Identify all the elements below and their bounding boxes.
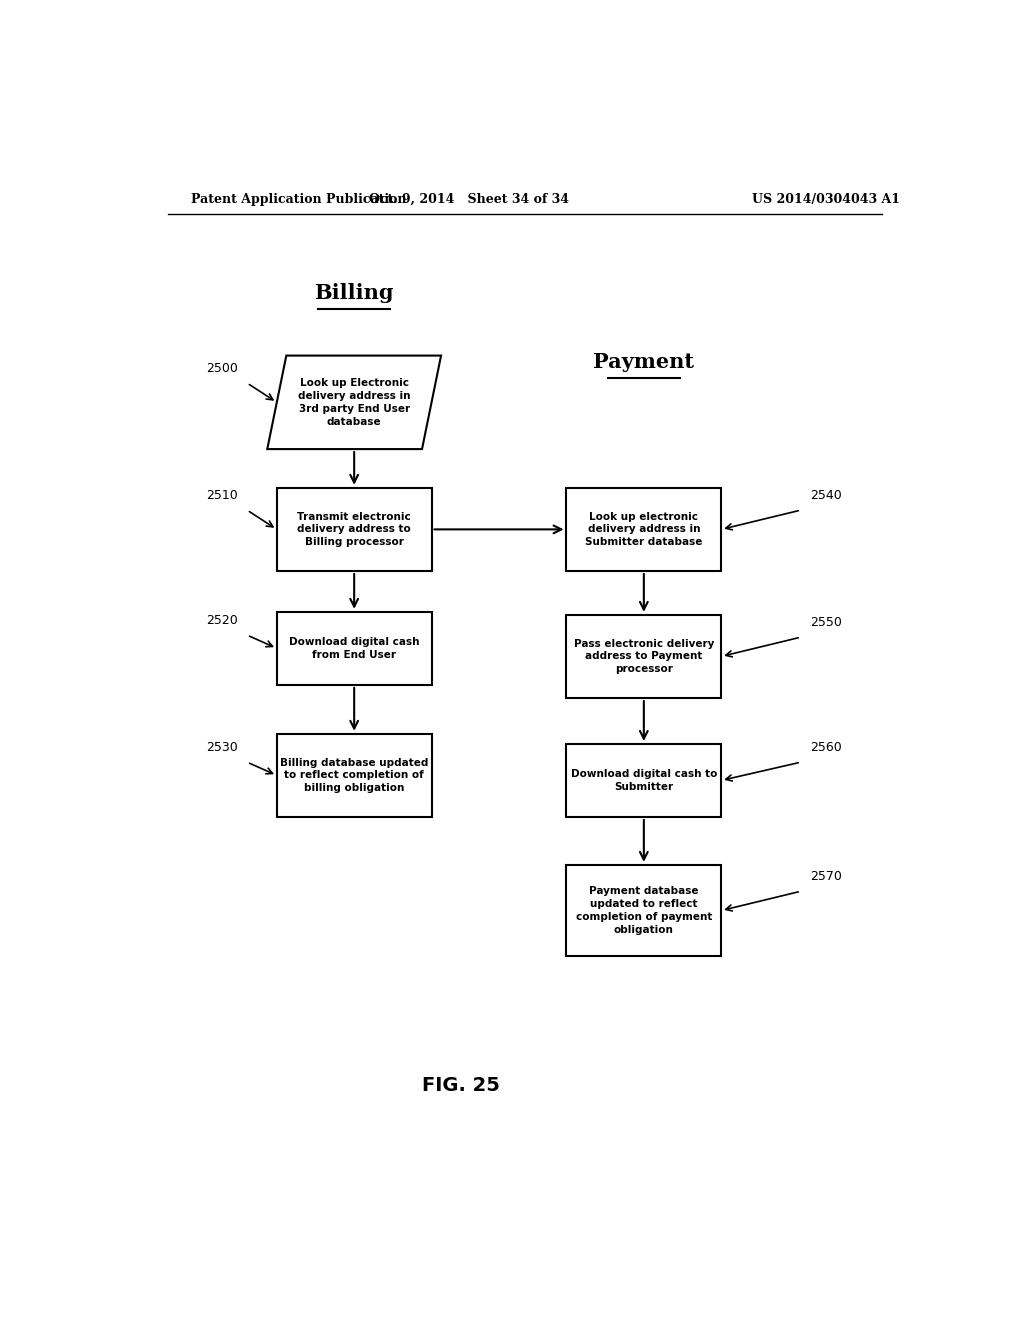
Text: Payment database
updated to reflect
completion of payment
obligation: Payment database updated to reflect comp… (575, 886, 712, 935)
Text: 2530: 2530 (206, 742, 238, 755)
FancyBboxPatch shape (566, 744, 721, 817)
Text: Payment: Payment (593, 351, 694, 372)
FancyBboxPatch shape (276, 611, 431, 685)
Text: Pass electronic delivery
address to Payment
processor: Pass electronic delivery address to Paym… (573, 639, 714, 675)
FancyBboxPatch shape (566, 487, 721, 572)
Text: 2550: 2550 (810, 616, 843, 630)
Text: FIG. 25: FIG. 25 (422, 1076, 501, 1094)
FancyBboxPatch shape (276, 487, 431, 572)
Text: Download digital cash
from End User: Download digital cash from End User (289, 638, 420, 660)
Text: Look up electronic
delivery address in
Submitter database: Look up electronic delivery address in S… (585, 512, 702, 548)
Text: Download digital cash to
Submitter: Download digital cash to Submitter (570, 770, 717, 792)
Text: Look up Electronic
delivery address in
3rd party End User
database: Look up Electronic delivery address in 3… (298, 378, 411, 426)
Text: 2510: 2510 (206, 490, 238, 503)
FancyBboxPatch shape (276, 734, 431, 817)
Text: Oct. 9, 2014   Sheet 34 of 34: Oct. 9, 2014 Sheet 34 of 34 (370, 193, 569, 206)
Text: 2500: 2500 (206, 362, 238, 375)
Text: 2540: 2540 (810, 490, 843, 503)
Text: Transmit electronic
delivery address to
Billing processor: Transmit electronic delivery address to … (297, 512, 411, 548)
Polygon shape (267, 355, 441, 449)
FancyBboxPatch shape (566, 865, 721, 956)
FancyBboxPatch shape (566, 615, 721, 698)
Text: Billing database updated
to reflect completion of
billing obligation: Billing database updated to reflect comp… (280, 758, 428, 793)
Text: Patent Application Publication: Patent Application Publication (191, 193, 407, 206)
Text: US 2014/0304043 A1: US 2014/0304043 A1 (753, 193, 900, 206)
Text: 2570: 2570 (810, 870, 843, 883)
Text: Billing: Billing (314, 282, 394, 302)
Text: 2560: 2560 (810, 742, 843, 755)
Text: 2520: 2520 (206, 614, 238, 627)
